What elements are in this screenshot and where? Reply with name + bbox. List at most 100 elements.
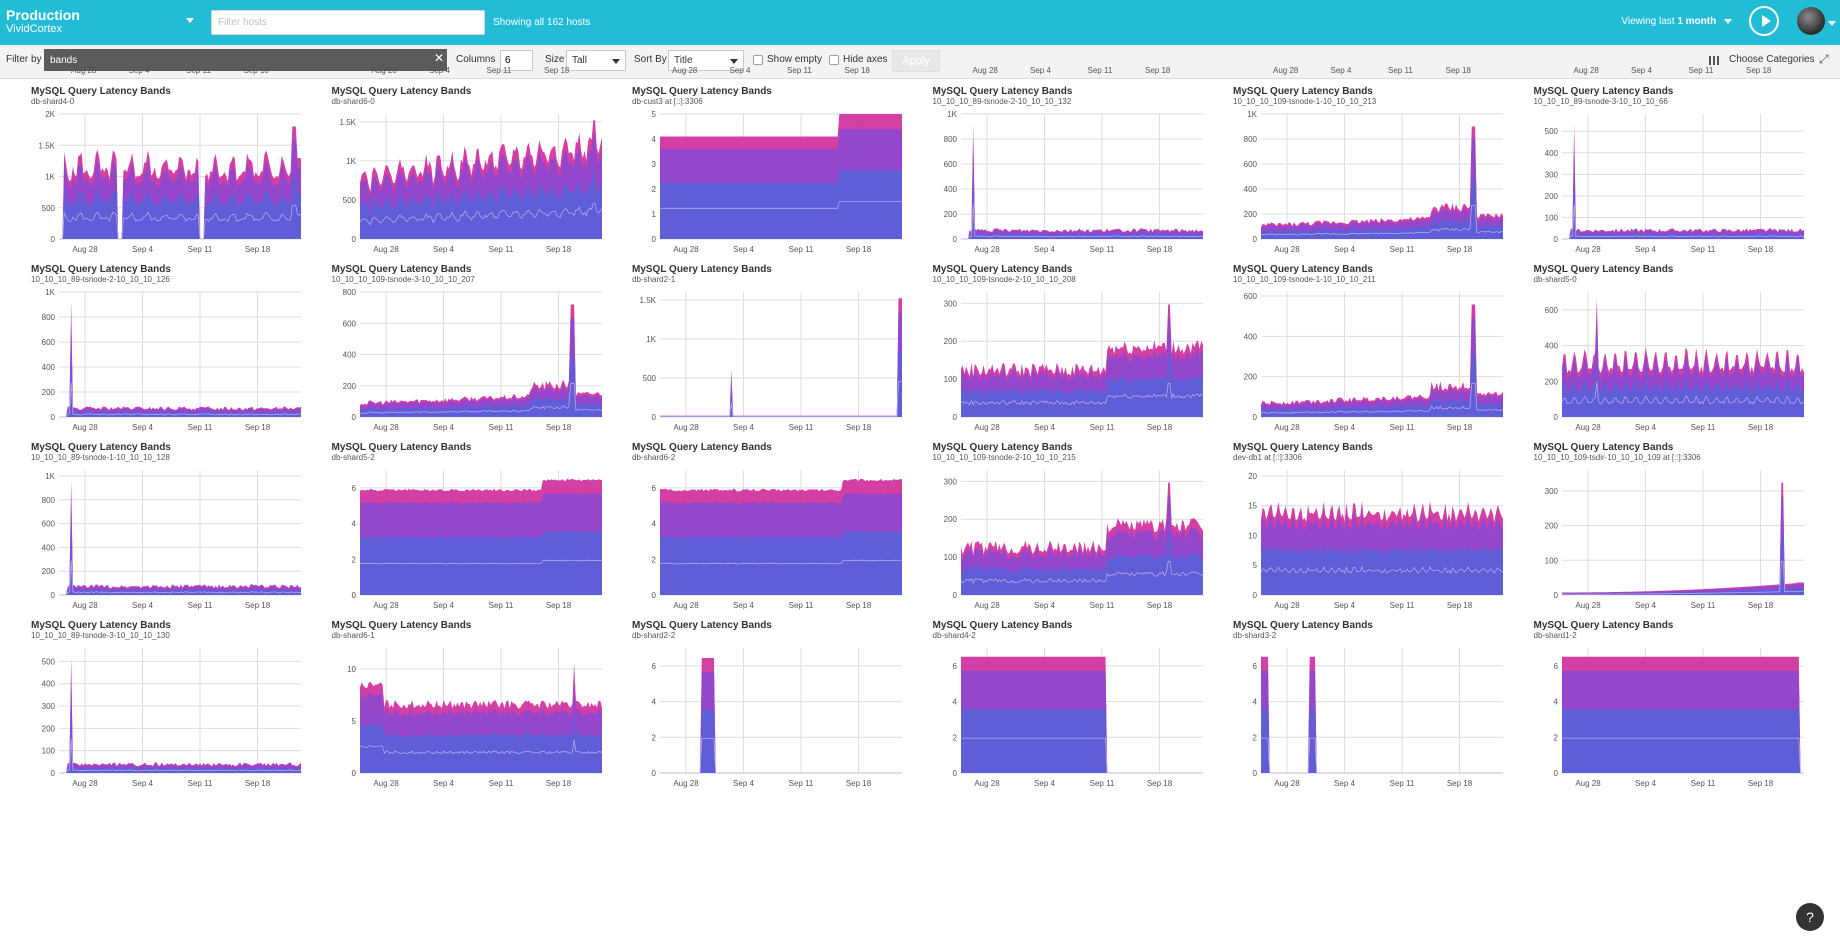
latency-band-chart[interactable]: 0 200 400 600 800 1K Aug 28 Sep 4 Sep 11 Sep 18 [931, 108, 1221, 268]
x-tick-label: Aug 28 [1273, 66, 1299, 75]
help-chat-icon[interactable]: ? [1796, 903, 1824, 931]
chart-host-label: db-cust3 at [::]:3306 [632, 97, 703, 106]
sort-select[interactable]: Title [668, 50, 744, 71]
x-tick-label: Sep 18 [1447, 779, 1473, 788]
columns-icon[interactable] [1709, 56, 1721, 65]
chart-panel[interactable]: MySQL Query Latency Bands db-shard6-1 0 5 10… [330, 620, 620, 825]
x-tick-label: Sep 18 [1747, 423, 1773, 432]
time-range-selector[interactable]: Viewing last 1 month [1621, 16, 1732, 27]
chart-panel[interactable]: MySQL Query Latency Bands 10_10_10_89-tsn… [1532, 86, 1822, 291]
chart-panel[interactable]: MySQL Query Latency Bands db-shard6-2 0 2 4 6… [630, 442, 920, 647]
latency-band-chart[interactable]: 0 1 2 3 4 5 Aug 28 Sep 4 Sep 11 Sep 18 [630, 108, 920, 268]
chart-host-label: db-shard1-2 [1533, 631, 1577, 640]
latency-band-2 [59, 671, 301, 773]
choose-categories-button[interactable]: Choose Categories [1729, 54, 1815, 65]
clear-filter-icon[interactable]: ✕ [434, 51, 445, 65]
latency-band-chart[interactable]: 0 2 4 6 Aug 28 Sep 4 Sep 11 Sep 18 [330, 464, 620, 624]
chart-panel[interactable]: MySQL Query Latency Bands 10_10_10_109-ts… [1231, 264, 1521, 469]
latency-band-chart[interactable]: 0 500 1K 1.5K Aug 28 Sep 4 Sep 11 Sep 18 [630, 286, 920, 446]
latency-band-chart[interactable]: 0 500 1K 1.5K 2K Aug 28 Sep 4 Sep 11 Sep 18 [29, 108, 319, 268]
percentile-line [960, 560, 1203, 584]
chart-panel[interactable]: MySQL Query Latency Bands db-shard1-2 0 2 4 6… [1532, 620, 1822, 825]
x-tick-label: Aug 28 [974, 601, 1000, 610]
user-menu-caret-icon[interactable] [1828, 21, 1836, 26]
chart-panel[interactable]: MySQL Query Latency Bands db-shard6-0 0 500… [330, 86, 620, 291]
latency-band-chart[interactable]: 0 100 200 300 400 500 Aug 28 Sep 4 Sep 11 Sep 18 [29, 642, 319, 802]
chart-panel[interactable]: MySQL Query Latency Bands db-shard4-0 0 500… [29, 86, 319, 291]
chart-panel[interactable]: MySQL Query Latency Bands db-shard3-2 0 2 4 6… [1231, 620, 1521, 825]
latency-band-3 [1261, 177, 1503, 239]
y-tick-label: 5 [652, 110, 657, 119]
chart-panel[interactable]: MySQL Query Latency Bands 10_10_10_89-tsn… [931, 86, 1221, 291]
x-tick-label: Sep 11 [188, 779, 213, 788]
host-count-text: Showing all 162 hosts [493, 17, 591, 28]
y-tick-label: 6 [652, 484, 657, 493]
chart-panel[interactable]: MySQL Query Latency Bands 10_10_10_109-ts… [931, 442, 1221, 647]
hide-axes-checkbox[interactable] [829, 55, 839, 65]
x-tick-label: Sep 11 [1690, 245, 1715, 254]
chart-panel[interactable]: MySQL Query Latency Bands db-shard2-2 0 2 4 6… [630, 620, 920, 825]
y-tick-label: 800 [42, 496, 56, 505]
columns-input[interactable] [500, 50, 533, 71]
percentile-line [1260, 565, 1504, 575]
latency-band-chart[interactable]: 0 200 400 600 800 1K Aug 28 Sep 4 Sep 11 Sep 18 [1231, 108, 1521, 268]
percentile-line [59, 382, 302, 418]
chevron-down-icon [1724, 18, 1732, 24]
x-tick-label: Aug 28 [673, 601, 699, 610]
chart-panel[interactable]: MySQL Query Latency Bands 10_10_10_89-tsn… [29, 264, 319, 469]
latency-band-chart[interactable]: 0 2 4 6 Aug 28 Sep 4 Sep 11 Sep 18 [931, 642, 1221, 802]
play-icon[interactable] [1749, 6, 1779, 36]
chart-panel[interactable]: MySQL Query Latency Bands db-shard2-1 0 500… [630, 264, 920, 469]
latency-band-chart[interactable]: 0 2 4 6 Aug 28 Sep 4 Sep 11 Sep 18 [1532, 642, 1822, 802]
chart-panel[interactable]: MySQL Query Latency Bands 10_10_10_109-ts… [931, 264, 1221, 469]
latency-band-chart[interactable]: 0 200 400 600 800 1K Aug 28 Sep 4 Sep 11 Sep 18 [29, 286, 319, 446]
latency-band-3 [960, 533, 1203, 595]
x-tick-label: Sep 18 [844, 66, 870, 75]
chart-panel[interactable]: MySQL Query Latency Bands 10_10_10_109-ts… [1532, 442, 1822, 647]
expand-icon[interactable]: ⤢ [1819, 52, 1829, 66]
environment-caret-icon[interactable] [186, 18, 194, 23]
latency-band-chart[interactable]: 0 2 4 6 Aug 28 Sep 4 Sep 11 Sep 18 [1231, 642, 1521, 802]
chart-host-label: db-shard5-2 [331, 453, 375, 462]
latency-band-chart[interactable]: 0 200 400 600 800 1K Aug 28 Sep 4 Sep 11 Sep 18 [29, 464, 319, 624]
latency-band-chart[interactable]: 0 500 1K 1.5K Aug 28 Sep 4 Sep 11 Sep 18 [330, 108, 620, 268]
latency-band-chart[interactable]: 0 200 400 600 Aug 28 Sep 4 Sep 11 Sep 18 [1532, 286, 1822, 446]
chart-panel[interactable]: MySQL Query Latency Bands db-shard4-2 0 2 4 6… [931, 620, 1221, 825]
chart-title: MySQL Query Latency Bands [632, 442, 772, 453]
x-tick-label: Sep 18 [846, 601, 872, 610]
percentile-line [1260, 204, 1504, 236]
environment-name[interactable]: Production [6, 7, 80, 23]
chart-host-label: db-shard2-2 [632, 631, 676, 640]
latency-band-chart[interactable]: 0 2 4 6 Aug 28 Sep 4 Sep 11 Sep 18 [630, 642, 920, 802]
host-filter-input[interactable] [211, 10, 485, 35]
chart-panel[interactable]: MySQL Query Latency Bands db-cust3 at [::… [630, 86, 920, 291]
apply-button[interactable]: Apply [892, 50, 940, 72]
show-empty-checkbox[interactable] [753, 55, 763, 65]
x-tick-label: Sep 18 [1146, 245, 1172, 254]
chart-panel[interactable]: MySQL Query Latency Bands 10_10_10_109-ts… [330, 264, 620, 469]
chart-panel[interactable]: MySQL Query Latency Bands 10_10_10_89-tsn… [29, 442, 319, 647]
latency-band-chart[interactable]: 0 100 200 300 Aug 28 Sep 4 Sep 11 Sep 18 [931, 286, 1221, 446]
y-tick-label: 2 [1253, 733, 1258, 742]
chart-panel[interactable]: MySQL Query Latency Bands 10_10_10_109-ts… [1231, 86, 1521, 291]
x-tick-label: Sep 11 [789, 245, 814, 254]
chart-panel[interactable]: MySQL Query Latency Bands dev-db1 at [::]… [1231, 442, 1521, 647]
latency-band-chart[interactable]: 0 5 10 15 20 Aug 28 Sep 4 Sep 11 Sep 18 [1231, 464, 1521, 624]
chart-panel[interactable]: MySQL Query Latency Bands db-shard5-2 0 2 4 6… [330, 442, 620, 647]
latency-band-chart[interactable]: 0 100 200 300 Aug 28 Sep 4 Sep 11 Sep 18 [931, 464, 1221, 624]
chart-panel[interactable]: MySQL Query Latency Bands 10_10_10_89-tsn… [29, 620, 319, 825]
avatar[interactable] [1797, 7, 1825, 35]
chart-panel[interactable]: MySQL Query Latency Bands db-shard5-0 0 200… [1532, 264, 1822, 469]
environment-switcher[interactable]: Production VividCortex [6, 7, 80, 36]
latency-band-chart[interactable]: 0 100 200 300 Aug 28 Sep 4 Sep 11 Sep 18 [1532, 464, 1822, 624]
y-tick-label: 5 [1253, 561, 1258, 570]
latency-band-chart[interactable]: 0 5 10 Aug 28 Sep 4 Sep 11 Sep 18 [330, 642, 620, 802]
latency-band-chart[interactable]: 0 2 4 6 Aug 28 Sep 4 Sep 11 Sep 18 [630, 464, 920, 624]
filter-input[interactable] [44, 49, 447, 71]
latency-band-chart[interactable]: 0 200 400 600 800 Aug 28 Sep 4 Sep 11 Sep 18 [330, 286, 620, 446]
latency-band-chart[interactable]: 0 200 400 600 Aug 28 Sep 4 Sep 11 Sep 18 [1231, 286, 1521, 446]
latency-band-chart[interactable]: 0 100 200 300 400 500 Aug 28 Sep 4 Sep 11 Sep 18 [1532, 108, 1822, 268]
percentile-line [359, 382, 602, 414]
x-tick-label: Sep 4 [1034, 779, 1055, 788]
size-select[interactable]: Tall [566, 50, 626, 71]
